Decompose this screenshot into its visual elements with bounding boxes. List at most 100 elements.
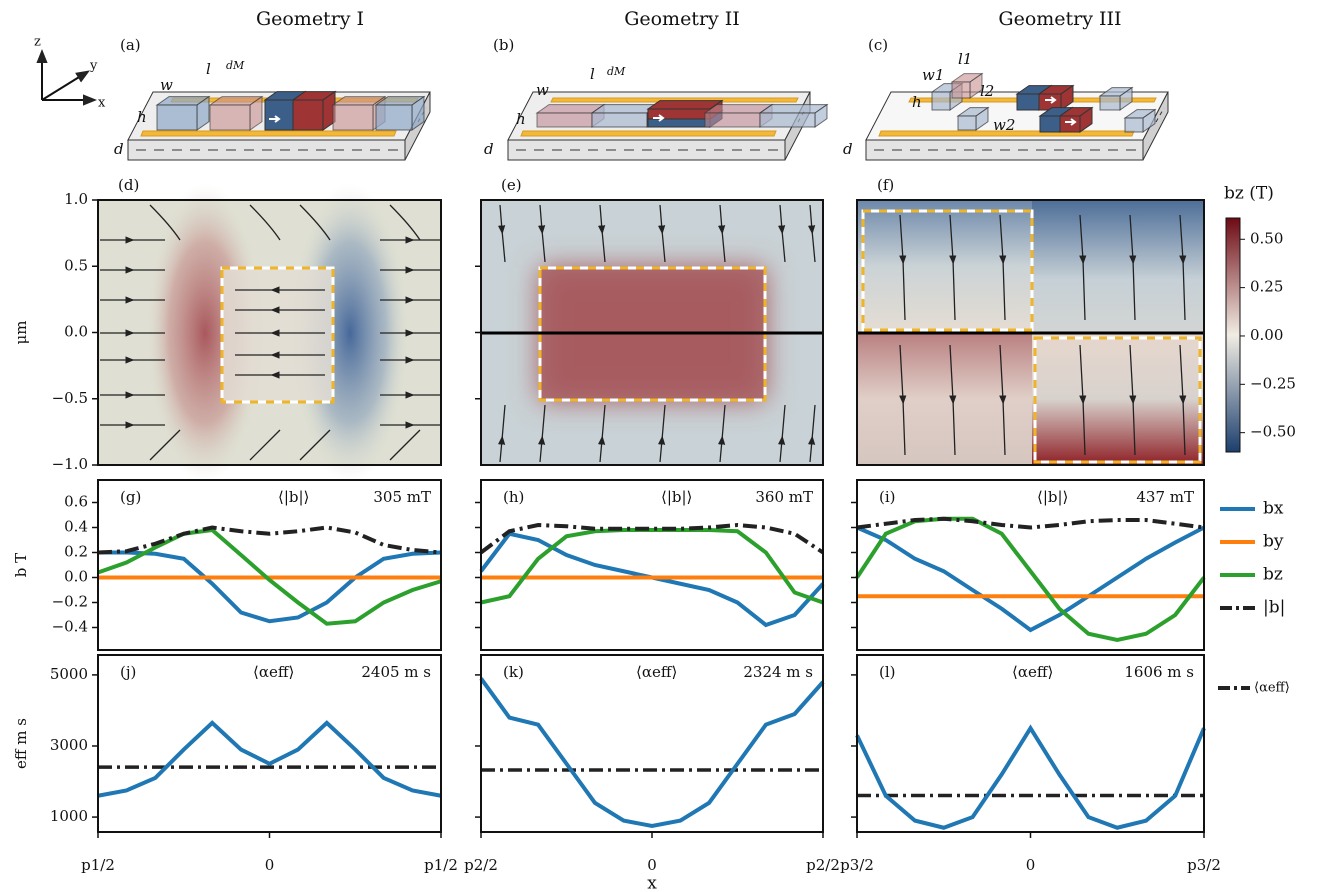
dim-label: w1: [922, 66, 944, 84]
colorbar-tick-label: 0.25: [1250, 278, 1283, 296]
panel-label: (a): [120, 36, 141, 54]
axis-letter: z: [34, 35, 41, 50]
shape: [332, 104, 374, 131]
panel-label: (j): [120, 663, 136, 681]
dim-label: w: [536, 81, 549, 99]
streamline: [249, 204, 281, 241]
colorbar-tick-label: −0.50: [1250, 423, 1296, 441]
shape: [957, 115, 977, 131]
annotation: ⟨|b|⟩: [661, 488, 692, 506]
shape: [264, 99, 294, 131]
streamline: [597, 204, 606, 263]
column-title: Geometry I: [256, 8, 364, 30]
streamline: [497, 404, 506, 463]
streamline: [657, 404, 666, 463]
annotation: ⟨αeff⟩: [636, 663, 677, 681]
shape: [1124, 117, 1144, 133]
streamline: [537, 404, 546, 463]
shape: [759, 112, 816, 128]
axes-icon: [36, 49, 97, 106]
series-line: [97, 525, 442, 555]
annotation-value: 2405 m s: [361, 663, 431, 681]
heatmap-f: [857, 200, 1204, 465]
colorbar: [1225, 217, 1241, 453]
colorbar-tick-label: 0.00: [1250, 326, 1283, 344]
annotation-value: 437 mT: [1136, 488, 1194, 506]
plot-frame: [480, 199, 824, 466]
column-title: Geometry III: [998, 8, 1121, 30]
colorbar-tick-label: 0.50: [1250, 229, 1283, 247]
streamline: [497, 204, 506, 263]
shape: [1142, 91, 1169, 161]
arrow-icon: [269, 115, 281, 123]
dim-label: dM: [607, 65, 626, 78]
dim-label: d: [843, 140, 853, 158]
shape: [209, 104, 251, 131]
y-axis-label: b T: [12, 553, 30, 577]
x-tick-label: p2/2: [806, 856, 840, 874]
arrow-icon: [1045, 96, 1057, 104]
dim-label: l2: [980, 82, 994, 100]
shape: [1016, 93, 1040, 111]
series-line: [97, 720, 442, 798]
dim-label: d: [484, 140, 494, 158]
annotation-value: 2324 m s: [743, 663, 813, 681]
y-tick-label: 0.5: [64, 256, 88, 274]
panel-label: (k): [503, 663, 524, 681]
legend-label: bz: [1263, 565, 1283, 585]
streamline: [777, 204, 786, 263]
plot-frame: [856, 199, 1205, 466]
y-tick-label: 0.6: [64, 493, 88, 511]
series-line: [98, 550, 442, 624]
x-tick-label: 0: [265, 856, 275, 874]
dim-label: w: [160, 76, 173, 94]
annotation-value: 1606 m s: [1124, 663, 1194, 681]
legend-label: ⟨αeff⟩: [1254, 681, 1290, 696]
annotation-value: 305 mT: [373, 488, 431, 506]
shape: [375, 104, 413, 131]
annotation: ⟨αeff⟩: [253, 663, 294, 681]
y-tick-label: 3000: [50, 736, 88, 754]
shape: [140, 130, 397, 137]
streamline: [899, 214, 907, 321]
streamline: [149, 204, 181, 241]
y-tick-label: 0.4: [64, 518, 88, 536]
streamline: [657, 204, 666, 263]
plots: 1.0 0.5 0.0 −0.5 −1.0 μm (d) (e) (f) 0.6 0.4 0.2 0.0…: [12, 176, 1221, 892]
shape: [1059, 115, 1081, 133]
y-axis-label: eff m s: [12, 718, 30, 769]
streamline: [597, 404, 606, 463]
axis-letter: y: [89, 59, 98, 74]
plot-frame: [480, 479, 824, 651]
streamline: [899, 344, 907, 456]
arrow-icon: [653, 114, 665, 122]
series-line: [479, 522, 825, 555]
panel-label: (f): [877, 176, 894, 194]
panel-label: (d): [118, 176, 139, 194]
series-line: [856, 525, 1205, 633]
dim-label: l: [206, 60, 211, 78]
y-tick-label: −0.2: [52, 593, 88, 611]
streamline: [389, 204, 421, 241]
axis-letter: x: [98, 96, 106, 111]
streamlines: [100, 204, 1187, 463]
series-line: [855, 724, 1206, 830]
shape: [647, 118, 711, 128]
series-line: [97, 527, 442, 626]
dim-label: h: [912, 93, 922, 111]
shape: [1099, 95, 1121, 111]
dim-label: h: [137, 108, 147, 126]
dim-label: h: [516, 110, 526, 128]
annotation-value: 360 mT: [755, 488, 813, 506]
y-tick-label: −1.0: [52, 455, 88, 473]
x-axis-label: x: [647, 874, 657, 892]
series-line: [856, 516, 1205, 530]
arrow-icon: [1065, 118, 1077, 126]
shape: [1039, 115, 1061, 133]
shape: [292, 99, 324, 131]
panel-label: (i): [879, 488, 896, 506]
shape: [1155, 107, 1165, 123]
streamline: [949, 344, 957, 456]
y-tick-label: −0.5: [52, 389, 88, 407]
